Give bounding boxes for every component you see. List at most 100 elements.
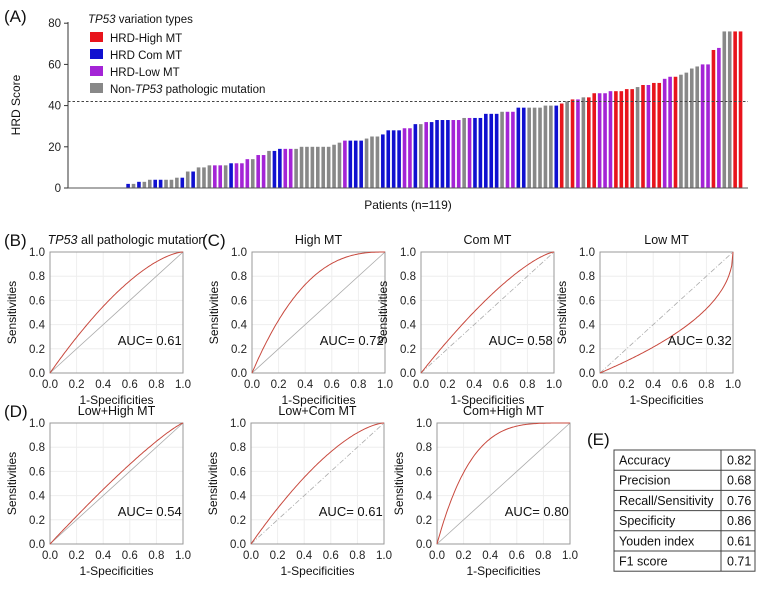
bar-low — [402, 128, 407, 188]
y-tick-label: 0.2 — [230, 515, 246, 527]
y-tick-label: 1.0 — [416, 418, 432, 430]
table-cell-value: 0.82 — [727, 454, 751, 468]
bar-com — [429, 122, 434, 188]
legend-label-high: HRD-High MT — [110, 33, 182, 45]
x-tick-label: 1.0 — [175, 550, 191, 562]
bar-com — [521, 107, 526, 188]
bar-low — [245, 159, 250, 188]
y-tick-label: 0.2 — [400, 344, 416, 356]
roc-curve — [251, 251, 385, 374]
bar-high — [570, 99, 575, 188]
table-cell-value: 0.76 — [727, 494, 751, 508]
bar-non — [267, 150, 271, 188]
bar-low — [288, 148, 293, 188]
bar-non — [250, 159, 255, 188]
bar-non — [321, 146, 326, 188]
x-axis-label: 1-Specificities — [450, 393, 524, 407]
y-tick-label: 0.6 — [416, 466, 432, 478]
auc-label: AUC= 0.54 — [118, 504, 182, 519]
auc-label: AUC= 0.72 — [320, 333, 384, 348]
panel-label: (B) — [4, 231, 27, 250]
y-tick-label: 60 — [48, 59, 61, 71]
panel-label-a: (A) — [4, 7, 27, 26]
x-tick-label: 0.4 — [297, 379, 314, 391]
bar-low — [706, 64, 710, 188]
y-axis-label: HRD Score — [9, 74, 23, 135]
x-tick-label: 0.2 — [271, 379, 287, 391]
bar-non — [164, 179, 168, 188]
bar-com — [440, 120, 445, 188]
bar-com — [489, 113, 494, 188]
bar-com — [381, 134, 385, 188]
y-tick-label: 0.4 — [230, 491, 247, 503]
bar-non — [326, 146, 331, 188]
x-tick-label: 0.2 — [69, 379, 85, 391]
table-cell-value: 0.68 — [727, 474, 751, 488]
x-tick-label: 0.2 — [456, 550, 472, 562]
panel-title: High MT — [295, 233, 343, 247]
table-cell-metric: Youden index — [619, 534, 695, 548]
bar-non — [332, 144, 336, 188]
x-tick-label: 0.6 — [493, 379, 509, 391]
x-tick-label: 0.4 — [645, 379, 662, 391]
plot-frame — [420, 251, 555, 374]
bar-low — [467, 117, 472, 188]
bar-high — [630, 89, 634, 188]
bar-non — [462, 117, 466, 188]
bar-com — [353, 140, 358, 188]
x-tick-label: 0.4 — [296, 550, 313, 562]
x-tick-label: 1.0 — [546, 379, 562, 391]
bar-non — [500, 111, 504, 188]
bar-low — [256, 155, 260, 188]
bar-com — [229, 163, 233, 188]
x-tick-label: 0.0 — [592, 379, 608, 391]
bar-non — [223, 165, 228, 188]
bar-non — [695, 66, 699, 188]
legend-title: TP53 variation types — [88, 14, 193, 26]
legend-label-low: HRD-Low MT — [110, 67, 180, 79]
y-tick-label: 0.6 — [29, 466, 45, 478]
panel-title: Low+Com MT — [278, 404, 357, 418]
x-tick-label: 0.6 — [122, 379, 138, 391]
bar-com — [516, 107, 521, 188]
bar-non — [169, 179, 174, 188]
roc-curve — [420, 251, 555, 374]
y-axis-label: Sensitivities — [206, 452, 220, 515]
x-tick-label: 1.0 — [376, 550, 392, 562]
y-tick-label: 0.2 — [231, 344, 247, 356]
y-tick-label: 0.8 — [29, 271, 45, 283]
x-axis-label: 1-Specificities — [280, 564, 354, 578]
panel-label: (C) — [202, 231, 226, 250]
bar-high — [624, 89, 629, 188]
x-axis-label: 1-Specificities — [466, 564, 540, 578]
x-tick-label: 1.0 — [175, 379, 191, 391]
roc-panel: 0.00.0 0.2 0.2 0.4 0.4 0.6 0.6 0.8 0.8 1.0 1.0 1-Sp… — [4, 402, 191, 578]
roc-panel: 0.00.0 0.2 0.2 0.4 0.4 0.6 0.6 0.8 0.8 1.0 1.0 1-Sp… — [202, 231, 393, 407]
bar-com — [359, 140, 363, 188]
x-axis-label: 1-Specificities — [629, 393, 703, 407]
x-tick-label: 0.4 — [466, 379, 483, 391]
y-tick-label: 0.4 — [29, 491, 46, 503]
legend-label-com: HRD Com MT — [110, 50, 182, 62]
bar-non — [337, 142, 342, 188]
legend-swatch-low — [90, 66, 103, 76]
bar-non — [316, 146, 320, 188]
roc-curve — [49, 251, 184, 374]
y-axis-label: Sensitivities — [207, 281, 221, 344]
bar-non — [689, 68, 694, 188]
bar-non — [175, 177, 179, 188]
bar-non — [538, 107, 542, 188]
bar-com — [435, 120, 439, 188]
bar-non — [305, 146, 309, 188]
roc-panel: 0.00.0 0.2 0.2 0.4 0.4 0.6 0.6 0.8 0.8 1.0 1.0 1-Sp… — [392, 404, 578, 578]
y-tick-label: 0.4 — [416, 491, 433, 503]
bar-high — [641, 85, 645, 188]
plot-frame — [250, 422, 385, 545]
x-axis-label: 1-Specificities — [79, 393, 153, 407]
y-tick-label: 0.0 — [579, 368, 595, 380]
bar-non — [207, 165, 212, 188]
x-tick-label: 0.0 — [243, 550, 259, 562]
auc-label: AUC= 0.61 — [319, 504, 383, 519]
bar-non — [131, 183, 136, 188]
roc-panel: 0.00.0 0.2 0.2 0.4 0.4 0.6 0.6 0.8 0.8 1.0 1.0 1-Sp… — [206, 404, 392, 578]
